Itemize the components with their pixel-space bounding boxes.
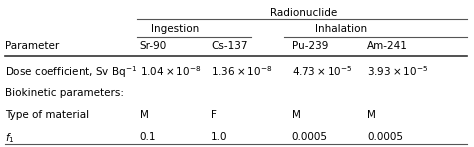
- Text: Parameter: Parameter: [5, 41, 59, 51]
- Text: M: M: [292, 110, 301, 120]
- Text: 1.0: 1.0: [211, 132, 228, 142]
- Text: Pu-239: Pu-239: [292, 41, 328, 51]
- Text: Radionuclide: Radionuclide: [270, 8, 337, 18]
- Text: Biokinetic parameters:: Biokinetic parameters:: [5, 88, 124, 98]
- Text: M: M: [367, 110, 376, 120]
- Text: $f_1$: $f_1$: [5, 132, 14, 145]
- Text: $1.04 \times 10^{-8}$: $1.04 \times 10^{-8}$: [140, 65, 201, 78]
- Text: Sr-90: Sr-90: [140, 41, 167, 51]
- Text: M: M: [140, 110, 149, 120]
- Text: Cs-137: Cs-137: [211, 41, 247, 51]
- Text: $1.36 \times 10^{-8}$: $1.36 \times 10^{-8}$: [211, 65, 272, 78]
- Text: Inhalation: Inhalation: [315, 24, 367, 34]
- Text: Am-241: Am-241: [367, 41, 408, 51]
- Text: F: F: [211, 110, 217, 120]
- Text: 0.0005: 0.0005: [367, 132, 403, 142]
- Text: Ingestion: Ingestion: [151, 24, 200, 34]
- Text: Type of material: Type of material: [5, 110, 89, 120]
- Text: $3.93 \times 10^{-5}$: $3.93 \times 10^{-5}$: [367, 65, 428, 78]
- Text: 0.1: 0.1: [140, 132, 156, 142]
- Text: Dose coefficient, Sv Bq$^{-1}$: Dose coefficient, Sv Bq$^{-1}$: [5, 65, 137, 80]
- Text: 0.0005: 0.0005: [292, 132, 328, 142]
- Text: $4.73 \times 10^{-5}$: $4.73 \times 10^{-5}$: [292, 65, 352, 78]
